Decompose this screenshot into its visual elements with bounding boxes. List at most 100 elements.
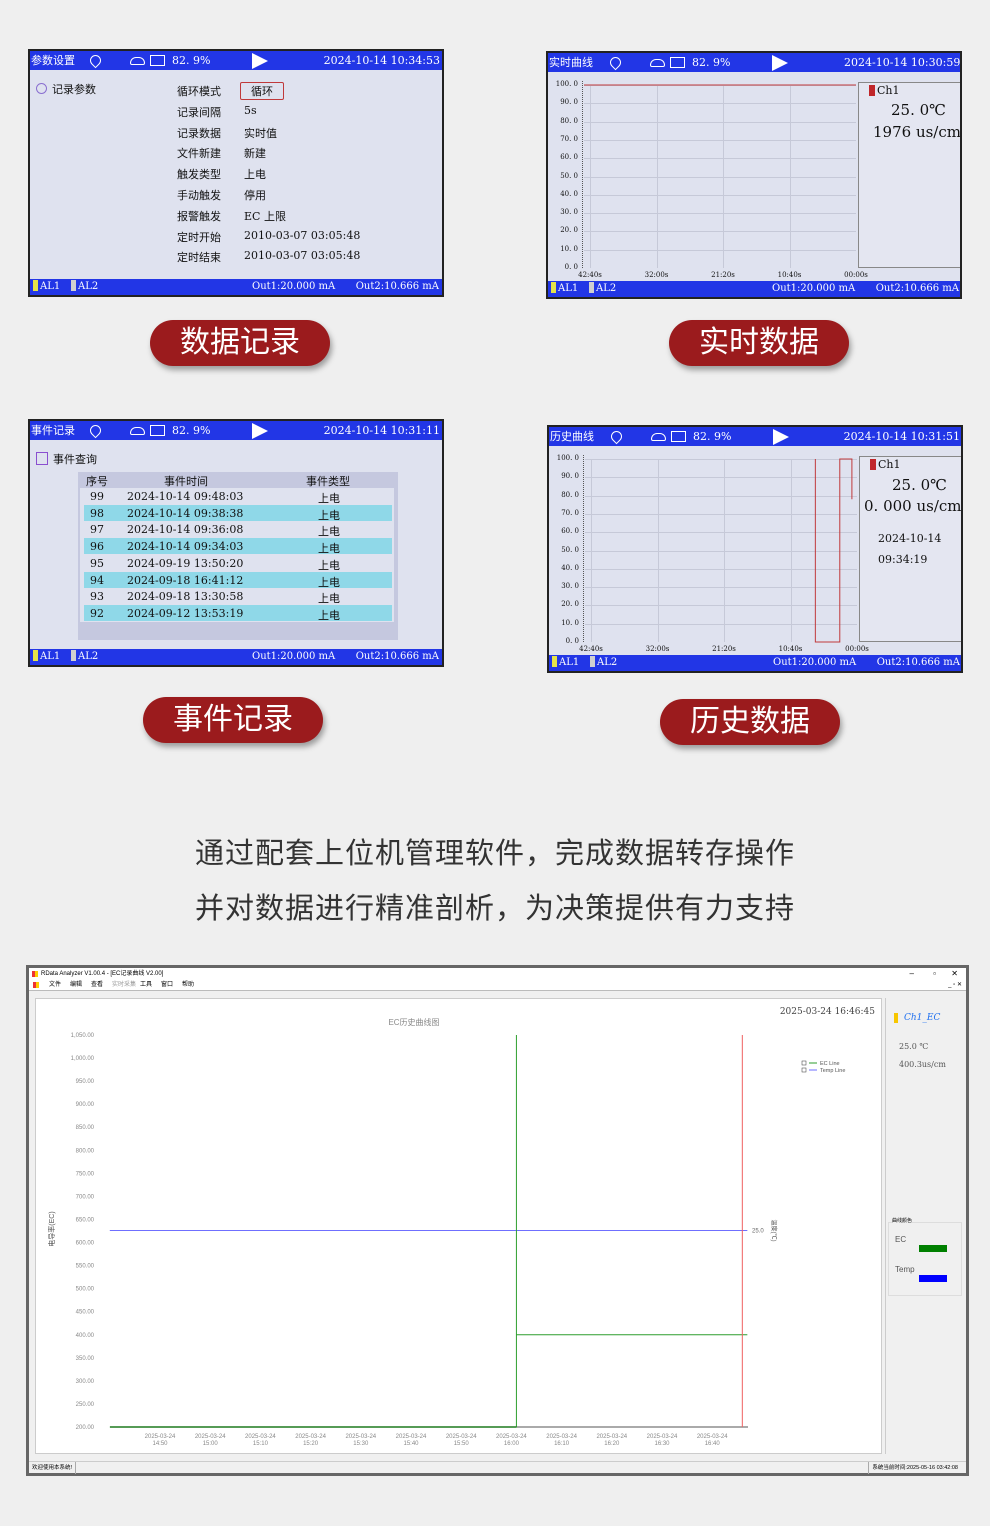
y-tick-label: 50. 0	[560, 171, 578, 180]
event-time: 2024-10-14 09:48:03	[127, 490, 244, 503]
event-row[interactable]: 94 2024-09-18 16:41:12 上电	[84, 571, 392, 589]
event-seq: 93	[90, 590, 104, 604]
event-seq: 92	[90, 606, 104, 620]
y-tick-label: 450.00	[76, 1310, 95, 1316]
battery-percent: 82. 9%	[172, 54, 211, 67]
setting-value[interactable]: EC 上限	[244, 209, 286, 223]
event-row[interactable]: 95 2024-09-19 13:50:20 上电	[84, 555, 392, 572]
alarm1-indicator	[551, 282, 556, 293]
channel-color-icon	[870, 459, 876, 470]
alarm2-label: AL2	[597, 657, 618, 668]
screen-title: 历史曲线	[550, 430, 594, 443]
screen-datetime: 2024-10-14 10:30:59	[844, 56, 961, 69]
temp-reading: 25. 0℃	[892, 476, 947, 494]
event-time: 2024-09-12 13:53:19	[127, 606, 244, 620]
storage-icon	[670, 57, 685, 68]
y-tick-label: 70. 0	[560, 134, 578, 143]
storage-icon	[671, 431, 686, 442]
event-row[interactable]: 99 2024-10-14 09:48:03 上电	[84, 488, 392, 505]
screen-datetime: 2024-10-14 10:34:53	[323, 54, 440, 67]
event-row[interactable]: 98 2024-10-14 09:38:38 上电	[84, 504, 392, 522]
y-tick-label: 800.00	[76, 1148, 95, 1154]
minimize-button[interactable]: –	[909, 969, 914, 978]
x-tick-label: 15:30	[353, 1441, 369, 1447]
grid-line	[656, 85, 658, 268]
x-tick-label: 00:00s	[845, 645, 869, 653]
event-row[interactable]: 92 2024-09-12 13:53:19 上电	[84, 604, 392, 622]
grid-line	[585, 459, 857, 460]
y-tick-label: 60. 0	[560, 153, 578, 162]
ec-reading: 0. 000 us/cm	[864, 497, 962, 515]
event-time: 2024-09-18 16:41:12	[127, 573, 244, 587]
setting-value[interactable]: 新建	[244, 147, 266, 161]
setting-value[interactable]: 循环	[240, 82, 284, 100]
event-row[interactable]: 97 2024-10-14 09:36:08 上电	[84, 521, 392, 538]
grid-line	[584, 176, 856, 178]
screen-datetime: 2024-10-14 10:31:51	[843, 430, 960, 443]
grid-line	[585, 568, 857, 570]
menu-item[interactable]: 查看	[91, 982, 104, 988]
x-tick-label: 2025-03-24	[546, 1434, 577, 1440]
grid-line	[584, 139, 856, 141]
setting-value[interactable]: 2010-03-07 03:05:48	[244, 228, 361, 242]
temp-color-swatch[interactable]	[919, 1275, 947, 1282]
legend-checkbox[interactable]	[801, 1067, 807, 1073]
mdi-controls[interactable]: _ ▫ ✕	[948, 982, 962, 988]
x-tick-label: 32:00s	[644, 271, 669, 279]
menu-bar: _ ▫ ✕ 文件 编辑 查看 实时采集 工具 窗口 帮助	[29, 980, 966, 991]
event-row[interactable]: 93 2024-09-18 13:30:58 上电	[84, 588, 392, 605]
grid-line	[584, 213, 856, 215]
x-tick-label: 16:30	[654, 1441, 670, 1447]
event-type: 上电	[318, 508, 340, 522]
event-seq: 96	[90, 540, 104, 554]
x-tick-label: 2025-03-24	[446, 1434, 477, 1440]
doc-icon	[33, 982, 39, 988]
setting-value[interactable]: 2010-03-07 03:05:48	[244, 249, 361, 263]
x-tick-label: 42:40s	[579, 645, 603, 653]
grid-line	[584, 121, 856, 123]
alarm1-indicator	[33, 650, 38, 661]
grid-line	[590, 85, 591, 268]
screen-header: 实时曲线 82. 9% 2024-10-14 10:30:59	[548, 53, 960, 72]
droplet-icon	[87, 422, 104, 439]
y-axis-label: 电导率(EC)	[47, 1211, 56, 1246]
signal-icon	[130, 57, 145, 65]
setting-value[interactable]: 上电	[244, 168, 266, 182]
alarm2-indicator	[590, 656, 595, 667]
close-button[interactable]: ✕	[951, 969, 958, 978]
col-header-seq: 序号	[86, 475, 108, 488]
maximize-button[interactable]: ▫	[933, 969, 936, 978]
setting-value[interactable]: 5s	[244, 103, 257, 117]
menu-item[interactable]: 编辑	[70, 982, 83, 988]
battery-percent: 82. 9%	[172, 424, 211, 437]
x-tick-label: 15:40	[403, 1441, 419, 1447]
setting-value[interactable]: 停用	[244, 189, 266, 202]
x-tick-label: 15:50	[454, 1441, 470, 1447]
y-tick-label: 100. 0	[556, 454, 579, 462]
y-tick-label: 350.00	[76, 1356, 95, 1362]
event-type: 上电	[318, 542, 340, 556]
y-tick-label: 40. 0	[561, 563, 579, 572]
menu-item[interactable]: 实时采集	[112, 982, 137, 988]
event-seq: 98	[90, 506, 104, 520]
menu-item[interactable]: 工具	[140, 982, 153, 988]
event-type: 上电	[318, 492, 340, 505]
ec-color-swatch[interactable]	[919, 1245, 947, 1252]
x-tick-label: 16:00	[504, 1441, 520, 1447]
setting-value[interactable]: 实时值	[244, 126, 277, 140]
legend-checkbox[interactable]	[801, 1060, 807, 1066]
menu-item[interactable]: 帮助	[182, 982, 195, 988]
y-tick-label: 950.00	[76, 1079, 95, 1085]
menu-item[interactable]: 窗口	[161, 982, 174, 988]
x-tick-label: 2025-03-24	[647, 1434, 678, 1440]
group-title: 曲线颜色	[892, 1217, 913, 1224]
col-header-time: 事件时间	[164, 475, 208, 488]
x-tick-label: 2025-03-24	[345, 1434, 376, 1440]
y-tick-label: 250.00	[76, 1402, 95, 1408]
menu-item[interactable]: 文件	[49, 982, 62, 988]
battery-percent: 82. 9%	[692, 56, 731, 69]
status-clock: 系统当前时间:2025-05-16 03:42:08	[868, 1462, 958, 1474]
setting-label: 报警触发	[177, 209, 221, 223]
event-row[interactable]: 96 2024-10-14 09:34:03 上电	[84, 538, 392, 556]
play-icon	[252, 53, 268, 69]
